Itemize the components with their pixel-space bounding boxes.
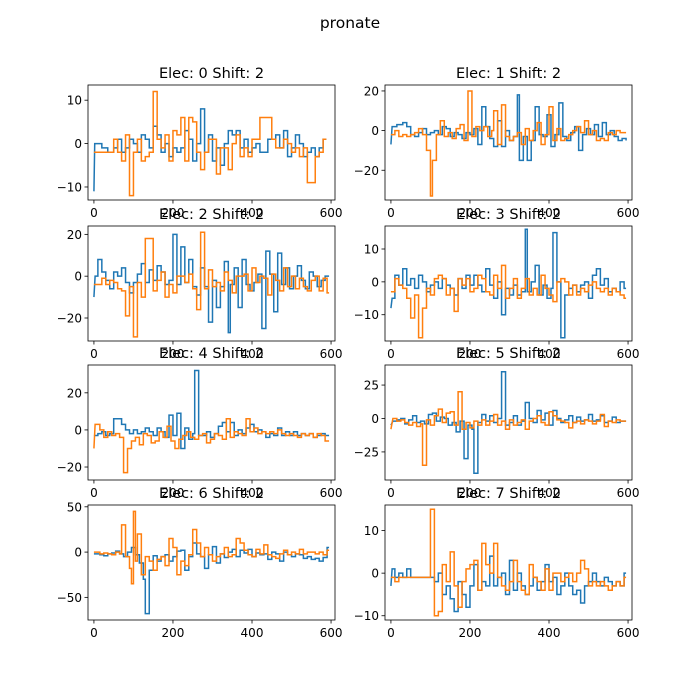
x-tick-label: 600 [320, 206, 343, 220]
x-tick-label: 0 [90, 347, 98, 361]
y-tick-label: 10 [67, 94, 82, 108]
subplot-2: 0 200 400 600 −20 0 20 Elec: 2 Shift: 2 [57, 207, 343, 361]
y-tick-label: 0 [74, 546, 82, 560]
y-tick-label: 20 [364, 84, 379, 98]
x-tick-label: 200 [162, 626, 185, 640]
x-tick-label: 0 [90, 486, 98, 500]
subplot-title: Elec: 6 Shift: 2 [159, 486, 264, 502]
x-tick-label: 400 [538, 486, 561, 500]
x-tick-label: 600 [617, 486, 640, 500]
plot-frame [384, 504, 633, 621]
y-tick-label: 0 [74, 423, 82, 437]
subplot-1: 0 200 400 600 −20 0 20 Elec: 1 Shift: 2 [354, 66, 640, 220]
x-tick-label: 400 [538, 206, 561, 220]
y-tick-label: 0 [371, 275, 379, 289]
series-line-1 [93, 510, 330, 585]
subplot-title: Elec: 3 Shift: 2 [456, 207, 561, 223]
figure-title: pronate [320, 14, 380, 32]
x-tick-label: 0 [387, 486, 395, 500]
plot-frame [87, 504, 336, 621]
subplot-7: 0 200 400 600 −10 0 10 Elec: 7 Shift: 2 [354, 486, 640, 640]
y-tick-label: −10 [354, 609, 379, 623]
y-tick-label: −20 [57, 312, 82, 326]
subplot-title: Elec: 7 Shift: 2 [456, 486, 561, 502]
y-tick-label: 10 [364, 243, 379, 257]
subplot-title: Elec: 2 Shift: 2 [159, 207, 264, 223]
series-line-1 [93, 418, 330, 474]
subplot-3: 0 200 400 600 −10 0 10 Elec: 3 Shift: 2 [354, 207, 640, 361]
x-tick-label: 600 [617, 206, 640, 220]
y-tick-label: −20 [57, 461, 82, 475]
y-tick-label: −25 [354, 445, 379, 459]
y-tick-label: 10 [364, 524, 379, 538]
x-tick-label: 200 [459, 347, 482, 361]
y-tick-label: 0 [371, 412, 379, 426]
x-tick-label: 600 [617, 626, 640, 640]
x-tick-label: 400 [241, 347, 264, 361]
plot-frame [87, 84, 336, 201]
y-tick-label: 50 [67, 500, 82, 514]
x-tick-label: 200 [162, 486, 185, 500]
series-line-1 [390, 90, 627, 197]
y-tick-label: 20 [67, 228, 82, 242]
x-tick-label: 200 [459, 206, 482, 220]
x-tick-label: 400 [241, 626, 264, 640]
plot-frame [87, 225, 336, 342]
subplot-4: 0 200 400 600 −20 0 20 Elec: 4 Shift: 2 [57, 346, 343, 500]
y-tick-label: 0 [371, 124, 379, 138]
plot-frame [87, 364, 336, 481]
y-tick-label: 20 [67, 386, 82, 400]
y-tick-label: 0 [371, 567, 379, 581]
x-tick-label: 400 [241, 486, 264, 500]
y-tick-label: −10 [57, 180, 82, 194]
series-line-1 [93, 231, 330, 338]
x-tick-label: 0 [387, 206, 395, 220]
subplot-0: 0 200 400 600 −10 0 10 Elec: 0 Shift: 2 [57, 66, 343, 220]
x-tick-label: 600 [320, 347, 343, 361]
x-tick-label: 200 [162, 206, 185, 220]
subplot-5: 0 200 400 600 −25 0 25 Elec: 5 Shift: 2 [354, 346, 640, 500]
x-tick-label: 400 [538, 347, 561, 361]
x-tick-label: 200 [459, 626, 482, 640]
series-line-1 [93, 90, 327, 197]
series-line-1 [390, 264, 627, 339]
plot-frame [384, 225, 633, 342]
x-tick-label: 600 [320, 626, 343, 640]
y-tick-label: 0 [74, 270, 82, 284]
series-line-1 [390, 508, 627, 617]
plot-frame [384, 364, 633, 481]
x-tick-label: 0 [90, 206, 98, 220]
subplot-title: Elec: 5 Shift: 2 [456, 346, 561, 362]
y-tick-label: 25 [364, 379, 379, 393]
x-tick-label: 600 [617, 347, 640, 361]
x-tick-label: 0 [90, 626, 98, 640]
x-tick-label: 0 [387, 347, 395, 361]
y-tick-label: −50 [57, 591, 82, 605]
x-tick-label: 0 [387, 626, 395, 640]
series-line-1 [390, 390, 627, 467]
x-tick-label: 400 [538, 626, 561, 640]
x-tick-label: 400 [241, 206, 264, 220]
y-tick-label: −20 [354, 164, 379, 178]
subplot-title: Elec: 0 Shift: 2 [159, 66, 264, 82]
x-tick-label: 200 [459, 486, 482, 500]
subplot-title: Elec: 4 Shift: 2 [159, 346, 264, 362]
y-tick-label: 0 [74, 137, 82, 151]
plot-frame [384, 84, 633, 201]
y-tick-label: −10 [354, 308, 379, 322]
x-tick-label: 600 [320, 486, 343, 500]
subplot-title: Elec: 1 Shift: 2 [456, 66, 561, 82]
subplot-6: 0 200 400 600 −50 0 50 Elec: 6 Shift: 2 [57, 486, 343, 640]
x-tick-label: 200 [162, 347, 185, 361]
